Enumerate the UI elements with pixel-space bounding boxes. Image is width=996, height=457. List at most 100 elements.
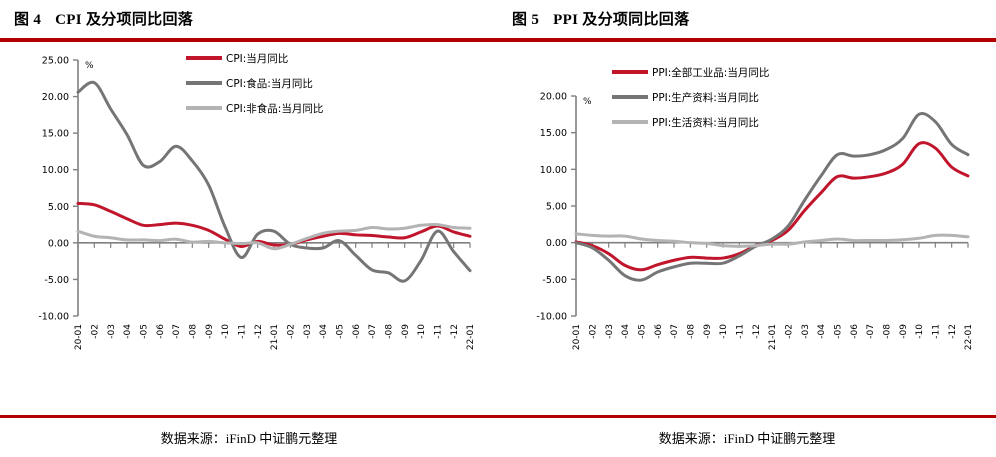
svg-text:-05: -05 [336, 324, 346, 339]
x-axis-tick-label: -10 [719, 324, 729, 339]
y-axis-tick-label: 20.00 [42, 92, 69, 103]
x-axis-tick-label: -06 [654, 324, 664, 339]
x-axis-tick-label: 21-01 [768, 324, 778, 350]
svg-text:-04: -04 [817, 324, 827, 339]
svg-text:-10: -10 [915, 324, 925, 339]
svg-text:-04: -04 [621, 324, 631, 339]
svg-text:-02: -02 [589, 324, 599, 339]
y-axis-tick-label: -5.00 [44, 275, 69, 286]
series-line-2 [76, 80, 472, 283]
y-axis-tick-label: 10.00 [540, 165, 567, 176]
title-divider-rule [498, 38, 996, 42]
svg-text:-06: -06 [352, 324, 362, 339]
figure-panel-cpi: 图 4 CPI 及分项同比回落 25.00 20.00 15.00 10.00 5.00 0… [0, 8, 498, 446]
source-note-cpi: 数据来源：iFinD 中证鹏元整理 [160, 431, 338, 446]
chart-area-cpi: 25.00 20.00 15.00 10.00 5.00 0.00 -5.00 -10.00%… [0, 44, 498, 414]
x-axis-tick-label: -06 [156, 324, 166, 339]
svg-text:-12: -12 [752, 324, 762, 339]
x-axis-tick-label: -11 [736, 324, 746, 339]
figure-title-ppi: 图 5 PPI 及分项同比回落 [512, 8, 988, 29]
x-axis-tick-label: -03 [303, 324, 313, 339]
svg-text:-12: -12 [948, 324, 958, 339]
x-axis-tick-label: -08 [385, 324, 395, 339]
footer-divider-rule [498, 415, 996, 418]
y-axis-tick-label: 25.00 [42, 56, 69, 67]
svg-text:-09: -09 [899, 324, 909, 339]
x-axis-tick-label: 21-01 [270, 324, 280, 350]
x-axis-tick-label: 22-01 [466, 324, 476, 350]
svg-text:-05: -05 [638, 324, 648, 339]
chart-legend: PPI:全部工业品:当月同比 PPI:生产资料:当月同比 PPI:生活资料:当月同比 [612, 66, 769, 129]
figure-panel-ppi: 图 5 PPI 及分项同比回落 20.00 15.00 10.00 5.00 0.00 -5… [498, 0, 996, 457]
figure-title-text: CPI 及分项同比回落 [55, 12, 194, 28]
x-axis-tick-label: -10 [221, 324, 231, 339]
x-axis-tick-label: -06 [352, 324, 362, 339]
legend-label-1: PPI:全部工业品:当月同比 [652, 66, 769, 79]
chart-area-ppi: 20.00 15.00 10.00 5.00 0.00 -5.00 -10.00% 20-01… [498, 44, 996, 414]
x-axis-tick-label: -02 [785, 324, 795, 339]
svg-text:-05: -05 [140, 324, 150, 339]
y-axis-tick-label: -5.00 [542, 275, 567, 286]
x-axis-tick-label: -07 [866, 324, 876, 339]
x-axis-tick-label: -05 [834, 324, 844, 339]
svg-text:-08: -08 [883, 324, 893, 339]
svg-text:21-01: 21-01 [768, 324, 778, 350]
x-axis-tick-label: -05 [336, 324, 346, 339]
x-axis-tick-label: -04 [817, 324, 827, 339]
y-axis-tick-label: 0.00 [48, 238, 69, 249]
series-line-1 [76, 201, 472, 249]
svg-text:-08: -08 [385, 324, 395, 339]
x-axis-tick-label: 20-01 [572, 324, 582, 350]
svg-text:-02: -02 [785, 324, 795, 339]
y-axis-tick-label: 10.00 [42, 165, 69, 176]
x-axis-tick-label: -07 [172, 324, 182, 339]
svg-text:-12: -12 [254, 324, 264, 339]
x-axis-tick-label: -03 [801, 324, 811, 339]
x-axis-tick-label: -11 [434, 324, 444, 339]
svg-text:-07: -07 [368, 324, 378, 339]
x-axis-tick-label: -12 [254, 324, 264, 339]
y-axis-tick-label: 20.00 [540, 92, 567, 103]
y-axis-unit-label: % [85, 61, 94, 71]
svg-text:-09: -09 [205, 324, 215, 339]
x-axis-tick-label: -05 [638, 324, 648, 339]
x-axis-tick-label: -03 [107, 324, 117, 339]
svg-text:-08: -08 [189, 324, 199, 339]
x-axis-tick-label: -08 [687, 324, 697, 339]
figure-index-label: 图 5 [512, 12, 540, 28]
footer-divider-rule [0, 415, 498, 418]
title-divider-rule [0, 38, 498, 42]
svg-text:-08: -08 [687, 324, 697, 339]
x-axis-tick-label: 20-01 [74, 324, 84, 350]
svg-text:-10: -10 [417, 324, 427, 339]
svg-text:-05: -05 [834, 324, 844, 339]
svg-text:-07: -07 [172, 324, 182, 339]
svg-text:-09: -09 [703, 324, 713, 339]
y-axis-unit-label: % [583, 97, 592, 107]
svg-text:-04: -04 [123, 324, 133, 339]
x-axis-tick-label: -02 [287, 324, 297, 339]
x-axis-tick-label: -08 [883, 324, 893, 339]
chart-svg-cpi: 25.00 20.00 15.00 10.00 5.00 0.00 -5.00 -10.00%… [38, 52, 476, 350]
x-axis-tick-label: -06 [850, 324, 860, 339]
y-axis-tick-label: 0.00 [546, 238, 567, 249]
x-axis-tick-label: -09 [899, 324, 909, 339]
x-axis-tick-label: -04 [319, 324, 329, 339]
x-axis-tick-label: -12 [752, 324, 762, 339]
svg-text:-11: -11 [736, 324, 746, 339]
y-axis-tick-label: 15.00 [42, 129, 69, 140]
svg-text:-02: -02 [287, 324, 297, 339]
y-axis-tick-label: -10.00 [536, 312, 567, 323]
svg-text:-11: -11 [434, 324, 444, 339]
svg-text:-06: -06 [850, 324, 860, 339]
x-axis-tick-label: -09 [205, 324, 215, 339]
x-axis-tick-label: -07 [670, 324, 680, 339]
figure-title-text: PPI 及分项同比回落 [553, 12, 690, 28]
y-axis-tick-label: 5.00 [546, 202, 567, 213]
x-axis-tick-label: -10 [417, 324, 427, 339]
x-axis-tick-label: 22-01 [964, 324, 974, 350]
svg-text:21-01: 21-01 [270, 324, 280, 350]
svg-text:-07: -07 [670, 324, 680, 339]
figure-title-cpi: 图 4 CPI 及分项同比回落 [14, 8, 490, 29]
legend-label-3: CPI:非食品:当月同比 [226, 102, 323, 115]
